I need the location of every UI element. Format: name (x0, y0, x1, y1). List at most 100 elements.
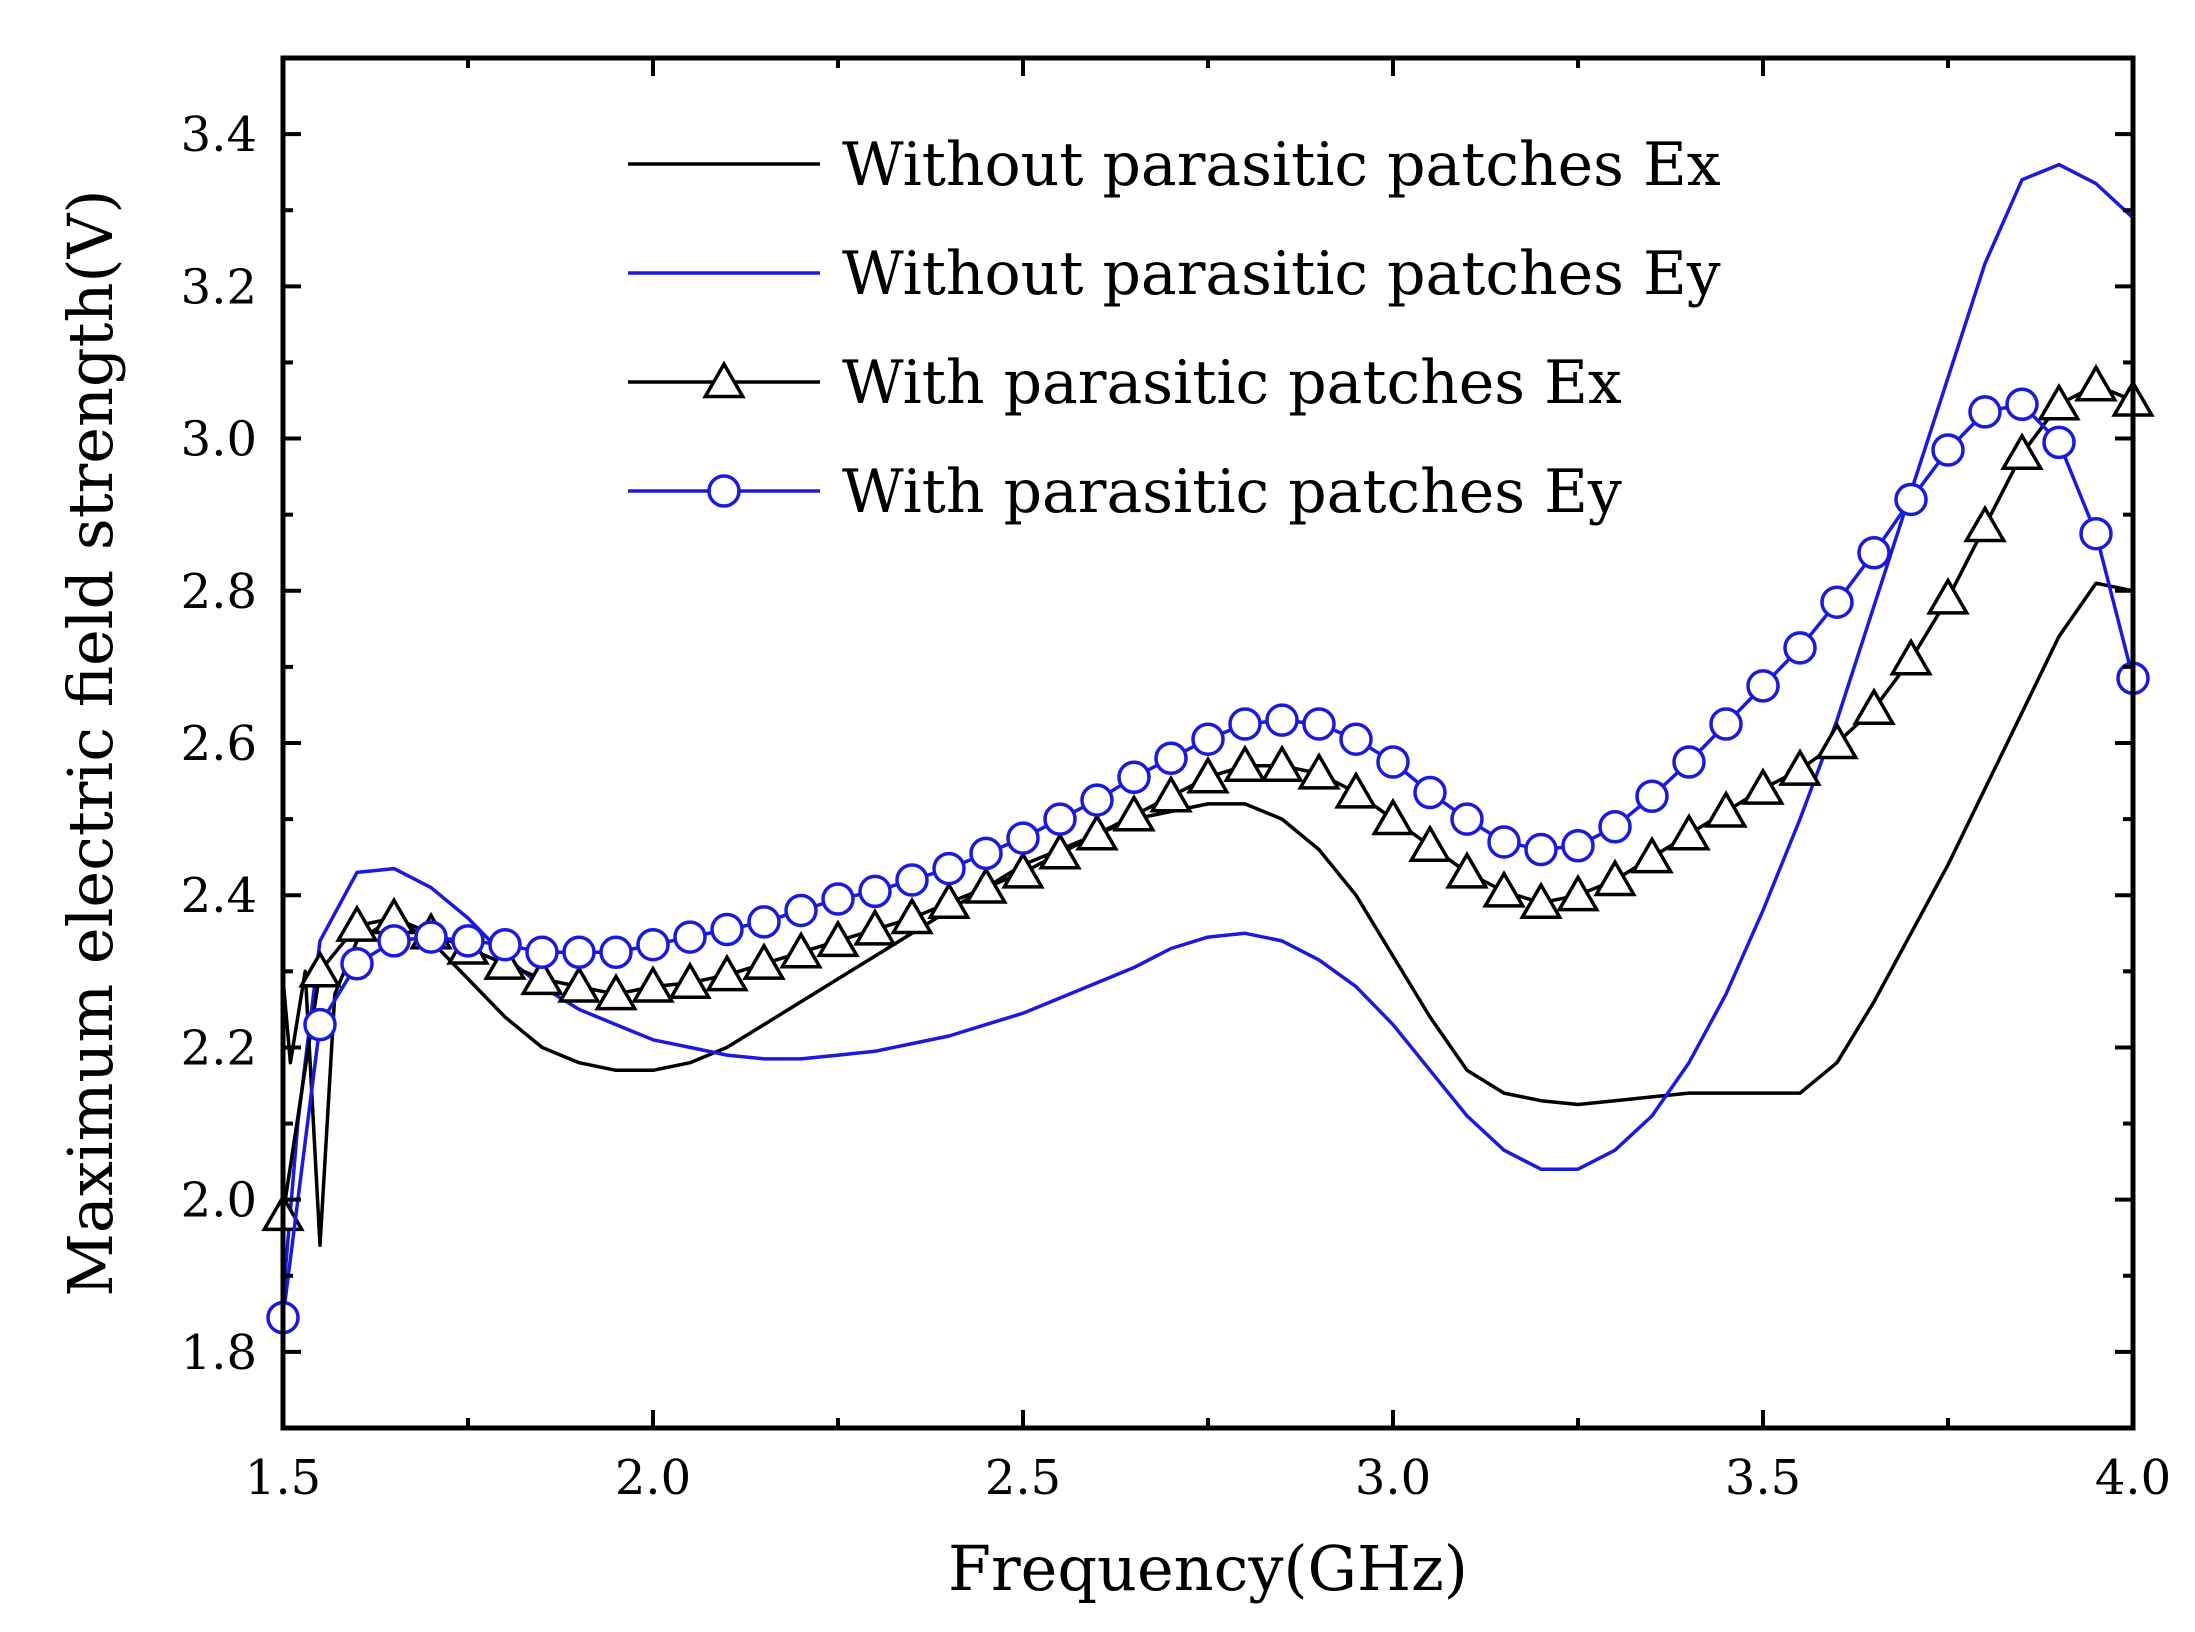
data-point (2037, 382, 2081, 421)
data-point (927, 881, 971, 920)
data-point (779, 930, 823, 969)
data-point (1228, 707, 1262, 741)
data-point (525, 935, 559, 970)
data-point (964, 866, 1008, 904)
series-4 (266, 387, 2150, 1335)
data-point (747, 905, 781, 939)
series-1 (281, 581, 2134, 1248)
data-point (1968, 395, 2002, 429)
x-axis-title: Frequency(GHz) (948, 1532, 1468, 1605)
data-point (853, 908, 897, 946)
data-point (377, 924, 411, 958)
x-tick-label: 3.5 (1725, 1450, 1801, 1506)
data-point (1376, 745, 1410, 779)
data-point (1371, 797, 1415, 836)
data-point (1598, 809, 1632, 844)
legend-marker (707, 474, 741, 508)
data-point (1667, 812, 1711, 851)
data-point (1001, 851, 1045, 889)
y-tick-label: 2.2 (181, 1020, 257, 1076)
data-point (1265, 703, 1299, 737)
y-tick-label: 3.4 (181, 107, 257, 163)
data-point (1154, 741, 1188, 775)
x-tick-label: 2.0 (615, 1450, 691, 1506)
data-point (1820, 585, 1854, 619)
data-point (1080, 783, 1114, 817)
data-point (303, 1007, 337, 1042)
data-point (784, 893, 818, 928)
legend-label: Without parasitic patches Ey (842, 239, 1721, 309)
y-tick-label: 2.4 (181, 868, 257, 924)
legend: Without parasitic patches Ex Without para… (628, 130, 1721, 527)
x-tick-label: 1.5 (245, 1450, 321, 1506)
data-point (1778, 748, 1822, 786)
data-point (451, 924, 485, 958)
data-point (562, 935, 596, 970)
data-point (1519, 881, 1563, 920)
data-point (1149, 774, 1193, 813)
data-point (1524, 832, 1558, 867)
data-point (1852, 687, 1896, 725)
data-point (414, 920, 448, 954)
data-point (1445, 851, 1489, 889)
data-point (2079, 516, 2113, 551)
data-point (1746, 669, 1780, 703)
data-point (668, 961, 712, 999)
data-point (335, 904, 379, 942)
data-point (932, 851, 966, 886)
data-point (636, 927, 670, 962)
data-point (1635, 779, 1669, 814)
data-point (483, 942, 527, 980)
data-point (1043, 802, 1077, 836)
data-point (557, 965, 601, 1003)
data-point (1006, 821, 1040, 855)
data-point (1302, 707, 1336, 741)
data-point (969, 836, 1003, 871)
y-tick-label: 3.0 (181, 412, 257, 468)
data-point (1593, 858, 1637, 897)
data-point (890, 896, 934, 935)
data-point (1561, 829, 1595, 863)
data-point (1413, 775, 1447, 810)
legend-item: With parasitic patches Ey (628, 457, 1622, 527)
data-point (816, 919, 860, 958)
data-point (1926, 577, 1970, 615)
data-point (2000, 432, 2044, 470)
y-tick-label: 2.0 (181, 1173, 257, 1229)
data-point (895, 863, 929, 897)
data-point (1487, 825, 1521, 859)
data-point (1260, 744, 1304, 783)
legend-marker (702, 360, 746, 399)
data-point (1931, 433, 1965, 467)
data-point (2042, 425, 2076, 460)
data-point (1223, 744, 1267, 783)
data-point (599, 935, 633, 970)
legend-item: With parasitic patches Ex (628, 348, 1622, 418)
y-tick-label: 3.2 (181, 259, 257, 315)
data-point (1334, 771, 1378, 809)
x-tick-label: 4.0 (2095, 1450, 2171, 1506)
data-point (858, 874, 892, 909)
legend-item: Without parasitic patches Ey (628, 239, 1721, 309)
data-point (1450, 802, 1484, 836)
x-tick-label: 3.0 (1355, 1450, 1431, 1506)
data-point (1704, 790, 1748, 828)
data-point (594, 972, 638, 1011)
data-point (488, 927, 522, 962)
data-point (1075, 812, 1119, 851)
series-3 (261, 363, 2155, 1232)
data-point (1630, 835, 1674, 874)
legend-item: Without parasitic patches Ex (628, 130, 1721, 200)
data-point (1709, 707, 1743, 741)
data-point (1556, 873, 1600, 912)
data-point (340, 946, 374, 981)
data-point (1815, 721, 1859, 760)
data-point (631, 965, 675, 1003)
series-line (281, 581, 2134, 1248)
data-point (1408, 824, 1452, 862)
data-point (1857, 535, 1891, 570)
data-point (1191, 722, 1225, 756)
data-point (1339, 722, 1373, 756)
data-point (673, 920, 707, 954)
y-tick-label: 2.6 (181, 716, 257, 772)
